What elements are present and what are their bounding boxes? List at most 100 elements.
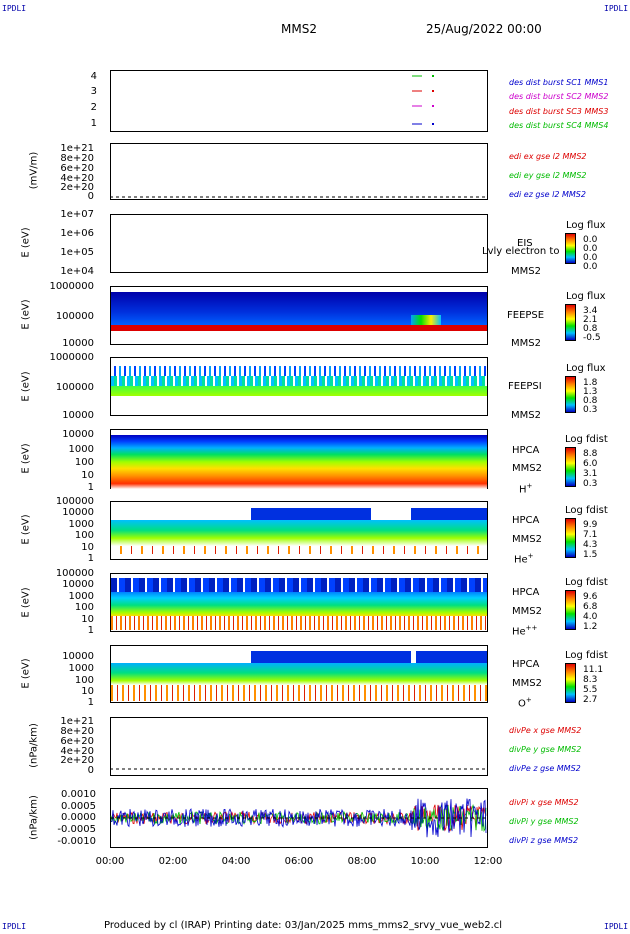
ytick: 10 — [81, 470, 94, 481]
colorbar-value: 1.5 — [583, 550, 598, 560]
divpi-series — [110, 798, 487, 838]
species-label: H+ — [519, 482, 533, 496]
corner-mark-tl: IPDLI — [2, 4, 27, 13]
ytick: 8e+20 — [60, 726, 94, 737]
species-label: He+ — [514, 552, 534, 566]
ytick: 1e+07 — [60, 209, 94, 220]
xtick: 00:00 — [95, 856, 125, 867]
instrument-label: MMS2 — [512, 534, 542, 545]
ytick: 100 — [74, 675, 94, 686]
spectrogram-feature — [411, 315, 441, 325]
ytick: 10 — [81, 614, 94, 625]
ytick: 10 — [81, 686, 94, 697]
legend-entry: divPi z gse MMS2 — [509, 836, 579, 845]
ytick: 10000 — [62, 579, 94, 590]
ytick: 1e+06 — [60, 228, 94, 239]
spectrogram-fill — [111, 578, 487, 592]
ytick: 0.0010 — [61, 789, 96, 800]
colorbar-value: 9.6 — [583, 592, 598, 602]
colorbar-title: Log flux — [566, 220, 606, 231]
colorbar — [565, 663, 576, 703]
colorbar-title: Log fdist — [565, 650, 608, 661]
ytick: 100000 — [55, 382, 94, 393]
xtick: 04:00 — [221, 856, 251, 867]
panel-hpca-he — [110, 501, 488, 560]
colorbar — [565, 518, 576, 558]
spectrogram-band — [111, 325, 487, 331]
ytick: 0.0000 — [61, 812, 96, 823]
instrument-label: MMS2 — [512, 463, 542, 474]
ytick: 1 — [87, 553, 94, 564]
species-label: He++ — [512, 624, 538, 638]
instrument-label: HPCA — [512, 659, 540, 670]
instrument-label: MMS2 — [511, 338, 541, 349]
colorbar-value: 7.1 — [583, 530, 598, 540]
colorbar-value: 8.3 — [583, 675, 598, 685]
ytick: 100 — [74, 602, 94, 613]
ytick: 10000 — [62, 507, 94, 518]
ytick: 1e+05 — [60, 247, 94, 258]
instrument-label: FEEPSI — [508, 381, 542, 392]
ytick: 1e+04 — [60, 266, 94, 277]
ytick: 1e+21 — [60, 143, 94, 154]
corner-mark-tr: IPDLI — [604, 4, 629, 13]
colorbar-value: 0.8 — [583, 324, 598, 334]
colorbar-value: 2.1 — [583, 315, 598, 325]
legend-entry: des dist burst SC1 MMS1 — [509, 78, 609, 87]
colorbar — [565, 304, 576, 341]
spectrogram-fill — [111, 376, 487, 386]
colorbar-value: 4.0 — [583, 612, 598, 622]
colorbar-value: 0.8 — [583, 396, 598, 406]
spectrogram-fill — [416, 651, 487, 663]
ytick: 1e+21 — [60, 716, 94, 727]
ytick: 4e+20 — [60, 746, 94, 757]
colorbar-value: 6.8 — [583, 602, 598, 612]
legend-entry: divPe y gse MMS2 — [509, 745, 582, 754]
instrument-label: HPCA — [512, 515, 540, 526]
panel-eis — [110, 214, 488, 273]
colorbar-value: 1.2 — [583, 622, 598, 632]
colorbar — [565, 376, 576, 413]
spectrogram-fill — [111, 366, 487, 376]
instrument-label: FEEPSE — [507, 310, 545, 321]
colorbar-value: 6.0 — [583, 459, 598, 469]
species-label: O+ — [518, 696, 532, 710]
ytick: 10 — [81, 542, 94, 553]
instrument-label: MMS2 — [512, 606, 542, 617]
legend-entry: des dist burst SC4 MMS4 — [509, 121, 609, 130]
instrument-label: HPCA — [512, 587, 540, 598]
colorbar-value: 5.5 — [583, 685, 598, 695]
colorbar — [565, 590, 576, 630]
ytick: 1 — [87, 482, 94, 493]
ytick: 2e+20 — [60, 755, 94, 766]
instrument-label: MMS2 — [511, 266, 541, 277]
colorbar-value: 2.7 — [583, 695, 598, 705]
colorbar-value: 0.0 — [583, 235, 598, 245]
legend-entry: divPe z gse MMS2 — [509, 764, 581, 773]
ytick: 100 — [74, 530, 94, 541]
colorbar-value: 0.3 — [583, 405, 598, 415]
panel-burst — [110, 70, 488, 132]
colorbar-value: 1.8 — [583, 378, 598, 388]
xtick: 02:00 — [158, 856, 188, 867]
ytick: 4 — [90, 71, 97, 82]
spectrogram-fill — [111, 592, 487, 616]
colorbar-title: Log flux — [566, 363, 606, 374]
burst-markers — [412, 75, 434, 125]
panel-hpca-o — [110, 645, 488, 703]
ytick: 100000 — [55, 496, 94, 507]
colorbar-title: Log fdist — [565, 434, 608, 445]
legend-entry: des dist burst SC3 MMS3 — [509, 107, 609, 116]
colorbar-value: 0.0 — [583, 244, 598, 254]
ytick: 100 — [74, 457, 94, 468]
ytick: 0.0005 — [61, 801, 96, 812]
ytick: 0 — [87, 765, 94, 776]
spectrogram-fill — [111, 663, 487, 685]
ytick: 1000 — [68, 591, 94, 602]
panel-hpca-hepp — [110, 573, 488, 632]
colorbar — [565, 233, 576, 264]
divpi-z-trace — [110, 798, 487, 838]
colorbar-value: 3.1 — [583, 469, 598, 479]
legend-entry: edi ey gse l2 MMS2 — [509, 171, 587, 180]
spectrogram-fill — [111, 386, 487, 396]
